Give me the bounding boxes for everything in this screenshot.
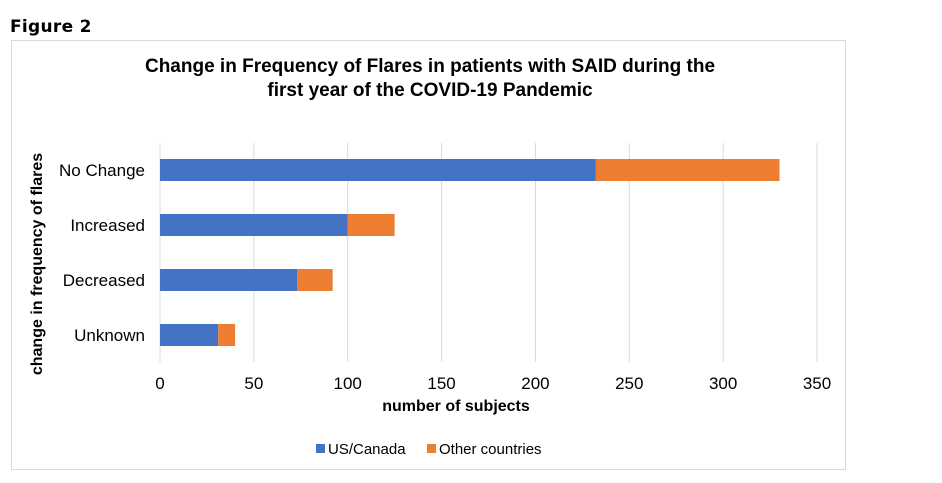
bar-no-change-us-canada <box>160 159 596 181</box>
x-tick-labels: 0 50 100 150 200 250 300 350 <box>155 374 831 393</box>
x-axis-title: number of subjects <box>382 398 530 415</box>
y-tick-label: No Change <box>59 161 145 180</box>
chart-title: Change in Frequency of Flares in patient… <box>145 56 715 101</box>
y-tick-label: Unknown <box>74 326 145 345</box>
bar-unknown-us-canada <box>160 324 219 346</box>
legend-label: Other countries <box>439 441 542 458</box>
x-tick-label: 200 <box>521 374 549 393</box>
x-tick-label: 0 <box>155 374 164 393</box>
x-tick-label: 250 <box>615 374 643 393</box>
x-tick-label: 350 <box>803 374 831 393</box>
legend-label: US/Canada <box>328 441 406 458</box>
legend: US/Canada Other countries <box>316 441 542 458</box>
x-tick-label: 150 <box>427 374 455 393</box>
legend-swatch <box>316 444 325 453</box>
bar-increased-us-canada <box>160 214 348 236</box>
bar-increased-other-countries <box>347 214 395 236</box>
y-tick-label: Increased <box>70 216 145 235</box>
y-tick-label: Decreased <box>63 271 145 290</box>
y-axis-title: change in frequency of flares <box>29 153 46 375</box>
figure-label: Figure 2 <box>10 17 92 37</box>
chart-title-line-1: Change in Frequency of Flares in patient… <box>145 56 715 77</box>
x-tick-label: 50 <box>244 374 263 393</box>
bar-no-change-other-countries <box>595 159 780 181</box>
bar-decreased-us-canada <box>160 269 298 291</box>
bars <box>160 159 780 346</box>
bar-unknown-other-countries <box>218 324 236 346</box>
x-tick-label: 300 <box>709 374 737 393</box>
bar-decreased-other-countries <box>297 269 333 291</box>
x-tick-label: 100 <box>334 374 362 393</box>
legend-swatch <box>427 444 436 453</box>
y-tick-labels: No Change Increased Decreased Unknown <box>59 161 145 345</box>
chart-frame <box>11 40 846 470</box>
chart-title-line-2: first year of the COVID-19 Pandemic <box>267 80 593 101</box>
